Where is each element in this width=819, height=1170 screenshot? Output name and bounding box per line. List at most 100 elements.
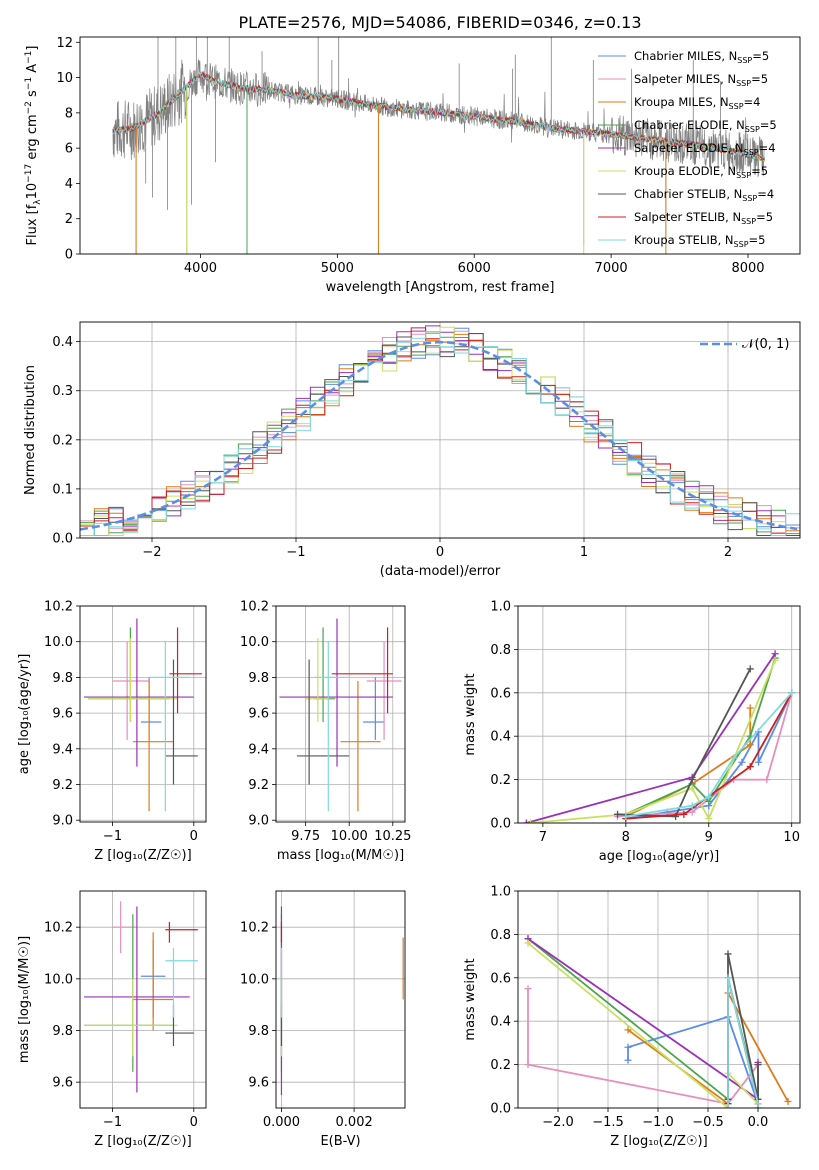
x-axis-label: Z [log₁₀(Z/Z☉)] [94,848,191,863]
x-tick-label: −1 [103,1115,122,1130]
y-tick-label: 9.0 [52,814,73,829]
y-tick-label: 10.2 [240,600,269,615]
mass-weight-series [627,1015,759,1108]
x-tick-label: 7000 [595,261,628,276]
y-tick-label: 10.2 [44,921,73,936]
axes-frame [79,36,801,255]
x-tick-label: 9 [705,830,713,845]
y-tick-label: 9.4 [52,742,73,757]
errorbar-point [88,638,178,723]
y-tick-label: 10.0 [44,972,73,987]
y-tick-label: 0.1 [52,482,73,497]
x-axis-label: (data-model)/error [380,564,501,579]
y-tick-label: 0.6 [490,971,511,986]
x-axis-label: wavelength [Angstrom, rest frame] [326,280,555,295]
y-tick-label: 9.6 [52,1076,73,1091]
x-tick-label: 2 [724,545,732,560]
errorbar-point [165,659,198,785]
y-tick-label: 2 [65,212,73,227]
errorbar-point [165,922,198,943]
errorbar-point [84,906,190,1093]
y-tick-label: 0.8 [490,928,511,943]
y-tick-label: 10.2 [240,921,269,936]
errorbar-point [314,641,350,812]
mass-weight-marker [688,802,696,810]
mass-weight-series [625,708,752,818]
x-tick-label: 0 [190,829,198,844]
errorbar-point [296,659,350,785]
errorbar-point [140,677,162,740]
histogram-plot [80,325,800,536]
x-tick-label: 10.00 [331,829,368,844]
legend-label: Kroupa ELODIE, NSSP=5 [634,164,768,180]
mass-weight-series [617,668,751,818]
y-tick-label: 9.6 [248,1076,269,1091]
y-tick-label: 9.8 [52,671,73,686]
mass-weight-marker [522,819,530,823]
errorbar-plot [84,618,202,812]
errorbar-point [363,677,385,740]
y-tick-label: 1.0 [490,885,511,900]
y-axis-label: Normed distribution [23,365,38,495]
x-axis-label: Z [log₁₀(Z/Z☉)] [610,1134,707,1149]
y-tick-label: 9.6 [248,707,269,722]
x-tick-label: −2.0 [542,1115,574,1130]
y-axis-label: mass weight [463,958,478,1040]
mass-weight-marker [724,950,732,958]
y-tick-label: 0.2 [490,773,511,788]
x-tick-label: −1.0 [642,1115,674,1130]
y-tick-label: 9.0 [248,814,269,829]
x-tick-label: 9.75 [291,829,320,844]
axes-frame [79,321,801,539]
errorbar-point [132,932,174,1031]
errorbar-point [165,947,198,1018]
mass-weight-marker [771,650,779,658]
errorbar-point [84,618,194,767]
mass-weight-series [625,692,793,820]
histogram-series [80,331,800,536]
y-axis-label: age [log₁₀(age/yr)] [17,654,32,775]
mass-weight-marker [730,754,738,762]
y-tick-label: 9.8 [248,671,269,686]
mass-weight-marker [614,810,622,818]
legend-label: Kroupa MILES, NSSP=4 [634,95,760,111]
mass-weight-marker [746,741,754,749]
y-tick-label: 0.6 [490,686,511,701]
axes-frame [517,605,801,824]
y-tick-label: 0.2 [52,433,73,448]
legend-label: Kroupa STELIB, NSSP=5 [634,233,765,249]
mass-weight-marker [746,704,754,712]
y-tick-label: 9.8 [52,1024,73,1039]
axes-mass_weight_vs_Z: −2.0 −1.5 −1.0 −0.5 0.0 0.0 0.2 0.4 0.6 0.8 1.0 Z [… [463,885,800,1149]
x-tick-label: −2 [142,545,161,560]
mass-weight-marker [524,985,532,993]
legend-label: Salpeter STELIB, NSSP=5 [634,210,773,226]
y-tick-label: 9.2 [52,778,73,793]
y-axis-label: mass weight [463,673,478,755]
legend-label: Chabrier ELODIE, NSSP=5 [634,118,777,134]
legend-label: Salpeter MILES, NSSP=5 [634,72,768,88]
y-axis-label: Flux [fλ10−17 erg cm−2 s−1 A−1] [24,46,43,246]
axes-mass_vs_ebv: 0.000 0.002 9.6 9.8 10.0 10.2 E(B-V) [240,891,405,1149]
errorbar-point [84,914,174,1072]
mass-weight-marker [771,656,779,664]
mass-weight-marker [688,808,696,816]
mass-weight-plot [522,650,796,823]
axes-frame [275,605,406,823]
y-tick-label: 0.4 [490,1015,511,1030]
y-tick-label: 6 [65,142,73,157]
y-tick-label: 10.0 [240,635,269,650]
y-tick-label: 0.0 [490,1102,511,1117]
x-tick-label: 4000 [184,261,217,276]
errorbar-plot [279,618,402,812]
y-tick-label: 0.8 [490,643,511,658]
y-tick-label: 0.4 [52,335,73,350]
x-axis-label: mass [log₁₀(M/M☉)] [277,848,404,863]
x-tick-label: −0.5 [692,1115,724,1130]
mass-weight-marker [724,974,732,982]
mass-weight-marker [746,665,754,673]
mass-weight-marker [746,763,754,771]
x-tick-label: 8 [622,830,630,845]
legend-label: Chabrier STELIB, NSSP=4 [634,187,774,203]
mass-weight-marker [754,1061,762,1069]
